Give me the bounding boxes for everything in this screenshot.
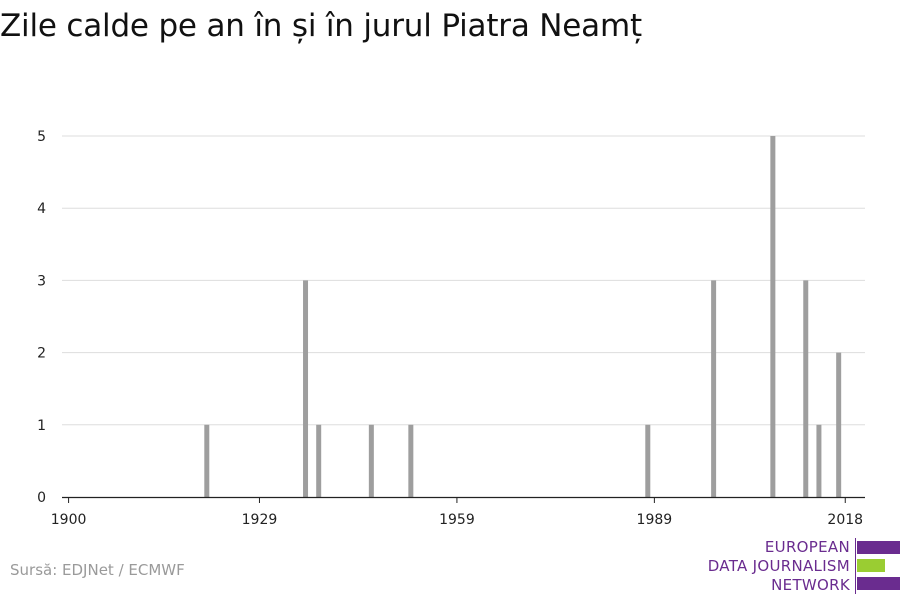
x-tick-label: 1959 [439, 512, 475, 528]
bar-2007 [770, 136, 776, 497]
bar-1952 [408, 424, 414, 497]
bar-1998 [711, 280, 717, 497]
bars [204, 136, 842, 497]
y-tick-label: 4 [37, 201, 46, 217]
logo-bar-purple-bottom [857, 577, 900, 590]
bar-1938 [316, 424, 322, 497]
bar-2014 [816, 424, 822, 497]
logo-line-2: DATA JOURNALISM [707, 557, 850, 575]
bar-2017 [836, 352, 842, 497]
bar-1946 [368, 424, 374, 497]
y-tick-label: 3 [37, 273, 46, 289]
bar-2012 [803, 280, 809, 497]
logo-bar-purple-top [857, 541, 900, 554]
logo-bar-green [857, 559, 885, 572]
gridlines [62, 135, 865, 426]
bar-1936 [303, 280, 309, 497]
x-tick-label: 1929 [242, 512, 278, 528]
logo-line-3: NETWORK [771, 576, 850, 594]
x-tick-label: 1989 [637, 512, 673, 528]
chart-title: Zile calde pe an în și în jurul Piatra N… [0, 8, 642, 44]
y-tick-label: 2 [37, 346, 46, 362]
source-note: Sursă: EDJNet / ECMWF [10, 561, 185, 579]
bar-1921 [204, 424, 210, 497]
x-tick-label: 1900 [51, 512, 87, 528]
bar-1988 [645, 424, 651, 497]
logo-line-1: EUROPEAN [764, 538, 850, 556]
axes: 0 1 2 3 4 5 1900 1929 1959 1989 2018 [37, 129, 865, 528]
x-tick-label: 2018 [827, 512, 863, 528]
logo-divider [855, 538, 856, 594]
edjnet-logo: EUROPEAN DATA JOURNALISM NETWORK [700, 538, 900, 598]
y-tick-label: 0 [37, 490, 46, 506]
y-tick-label: 5 [37, 129, 46, 145]
y-tick-label: 1 [37, 418, 46, 434]
